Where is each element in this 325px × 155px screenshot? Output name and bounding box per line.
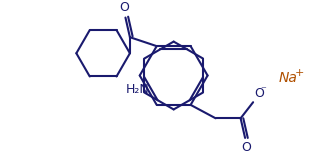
Text: Na: Na (279, 71, 298, 85)
Text: +: + (295, 68, 305, 78)
Text: O: O (120, 1, 129, 14)
Text: O: O (241, 142, 251, 155)
Text: ⁻: ⁻ (260, 85, 266, 95)
Text: O: O (254, 87, 264, 100)
Text: H₂N: H₂N (126, 83, 150, 96)
